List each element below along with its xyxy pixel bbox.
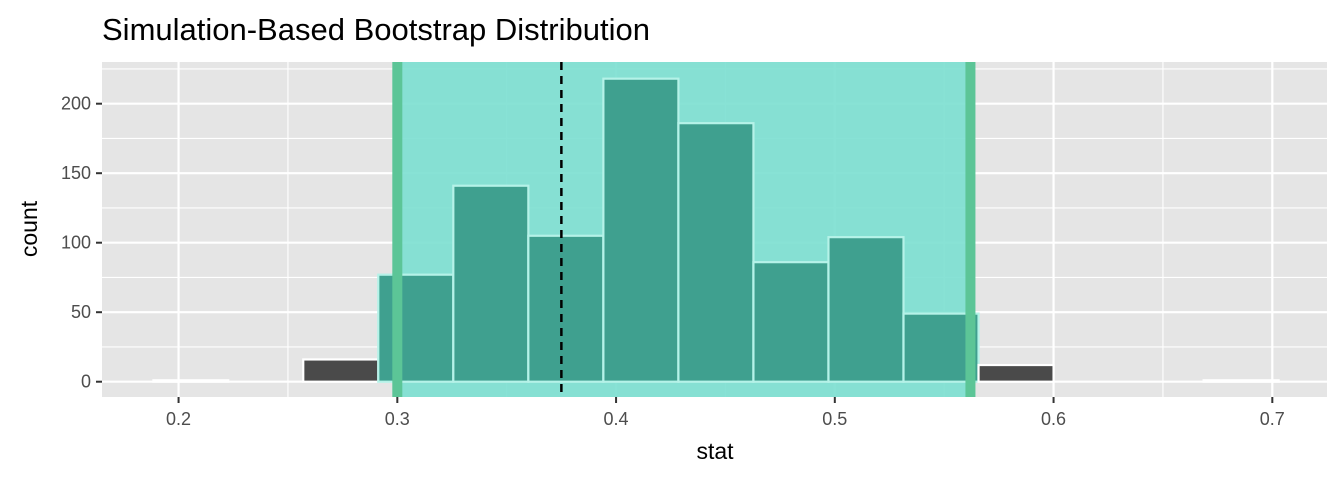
y-axis-title: count xyxy=(16,200,42,257)
x-axis-ticks: 0.2 0.3 0.4 0.5 0.6 0.7 xyxy=(166,397,1285,429)
x-tick-label: 0.7 xyxy=(1260,409,1285,429)
x-tick-label: 0.4 xyxy=(604,409,629,429)
x-tick-label: 0.5 xyxy=(822,409,847,429)
chart-title: Simulation-Based Bootstrap Distribution xyxy=(102,12,650,47)
x-tick-label: 0.6 xyxy=(1041,409,1066,429)
y-tick-label: 200 xyxy=(61,94,91,114)
x-tick-label: 0.3 xyxy=(385,409,410,429)
histogram-bar xyxy=(1202,379,1280,383)
histogram-bar xyxy=(677,122,755,383)
histogram-bar xyxy=(977,363,1055,383)
histogram-bar xyxy=(302,358,380,383)
histogram-bars xyxy=(152,77,1280,383)
y-axis-ticks: 0 50 100 150 200 xyxy=(61,94,102,392)
y-tick-label: 0 xyxy=(81,372,91,392)
histogram-bar xyxy=(152,379,230,383)
x-axis-title: stat xyxy=(696,438,734,464)
histogram-bar xyxy=(452,184,530,383)
histogram-bar xyxy=(527,234,605,383)
y-tick-label: 50 xyxy=(71,302,91,322)
histogram-bar xyxy=(752,261,830,383)
histogram-bar xyxy=(827,236,905,383)
histogram-bar xyxy=(602,77,680,383)
histogram-bar xyxy=(377,273,455,383)
y-tick-label: 100 xyxy=(61,233,91,253)
y-tick-label: 150 xyxy=(61,163,91,183)
x-tick-label: 0.2 xyxy=(166,409,191,429)
confidence-interval-endpoints xyxy=(392,62,976,397)
